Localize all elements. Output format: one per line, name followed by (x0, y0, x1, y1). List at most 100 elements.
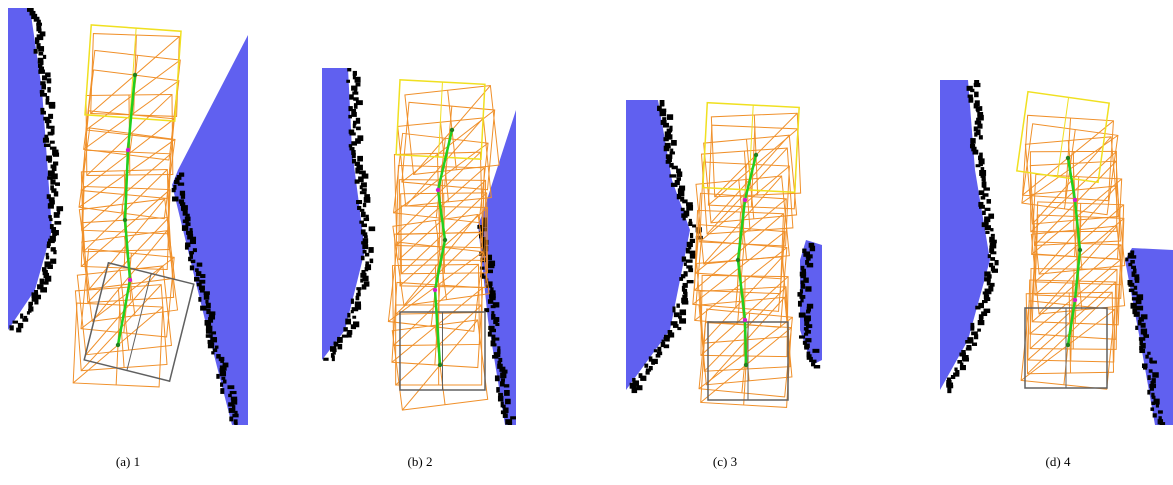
scan-point (190, 254, 193, 259)
scan-point (1158, 419, 1163, 424)
scan-point (799, 313, 806, 318)
scan-point (1153, 399, 1159, 405)
scan-point (54, 221, 61, 225)
scan-point (50, 141, 55, 144)
scan-point (654, 349, 657, 352)
scan-point (646, 371, 650, 375)
scan-point (671, 140, 677, 146)
scan-point (34, 299, 38, 304)
scan-point (45, 276, 51, 282)
waypoint (1078, 248, 1082, 252)
scan-point (46, 99, 50, 105)
scan-point (22, 318, 28, 322)
scan-point (54, 212, 60, 218)
scan-point (688, 268, 693, 272)
scan-point (47, 87, 50, 92)
scan-point (195, 268, 199, 272)
scan-point (50, 147, 57, 150)
scan-point (970, 326, 974, 331)
scan-point (199, 280, 205, 284)
scan-point (498, 393, 503, 397)
scan-point (185, 217, 191, 222)
scan-point (47, 176, 53, 179)
scan-point (205, 300, 208, 304)
scan-point (1159, 425, 1164, 428)
scan-point (359, 221, 364, 224)
scan-point (1128, 253, 1134, 259)
scan-point (172, 196, 178, 201)
scan-point (356, 287, 361, 290)
scan-point (360, 209, 365, 212)
scan-point (799, 335, 805, 338)
scan-point (965, 340, 972, 344)
scan-point (690, 254, 696, 259)
scan-point (1133, 269, 1137, 274)
scan-point (497, 346, 500, 351)
caption: (a) 1 (116, 454, 140, 469)
map (8, 8, 248, 430)
scan-point (9, 325, 13, 330)
scan-point (632, 388, 638, 393)
scan-point (805, 286, 811, 291)
scan-point (804, 321, 809, 326)
scan-point (352, 91, 358, 94)
scan-point (982, 211, 986, 215)
scan-point (805, 338, 811, 342)
scan-point (362, 284, 367, 289)
waypoint (1073, 298, 1077, 302)
scan-point (803, 278, 809, 283)
scan-point (36, 23, 42, 26)
scan-point (179, 199, 184, 203)
scan-point (812, 360, 816, 363)
waypoint (744, 363, 748, 367)
scan-point (364, 235, 368, 238)
scan-point (1130, 260, 1135, 264)
scan-point (43, 55, 46, 59)
scan-point (951, 375, 955, 379)
figure: (a) 1 (b) 2 (c) 3 (d) 4 (0, 0, 1173, 485)
scan-point (664, 344, 669, 348)
scan-point (986, 199, 991, 204)
scan-point (34, 49, 38, 54)
scan-point (360, 279, 363, 283)
scan-point (362, 188, 367, 191)
scan-point (492, 335, 496, 341)
scan-point (1153, 413, 1157, 417)
scan-point (1135, 326, 1138, 330)
scan-point (53, 153, 59, 157)
waypoint (754, 153, 758, 157)
scan-point (968, 97, 973, 102)
scan-point (53, 250, 56, 254)
waypoint (450, 128, 454, 132)
scan-point (488, 255, 492, 261)
scan-point (215, 346, 219, 349)
scan-point (356, 200, 362, 204)
scan-point (488, 332, 492, 337)
waypoint (443, 238, 447, 242)
scan-point (1139, 340, 1143, 346)
scan-point (352, 153, 356, 158)
scan-point (682, 301, 689, 305)
scan-point (1158, 410, 1163, 413)
waypoint (126, 148, 130, 152)
scan-point (976, 109, 980, 112)
scan-point (981, 196, 986, 199)
scan-point (211, 331, 216, 334)
scan-point (353, 124, 356, 129)
scan-point (48, 159, 52, 163)
scan-point (984, 208, 990, 211)
waypoint (128, 278, 132, 282)
scan-point (13, 321, 19, 324)
scan-point (991, 234, 995, 237)
scan-point (361, 256, 365, 261)
scan-point (982, 300, 988, 303)
scan-point (48, 203, 54, 208)
waypoint (743, 198, 747, 202)
scan-point (362, 244, 368, 249)
scan-point (189, 228, 192, 231)
scan-point (505, 419, 512, 424)
scan-point (49, 105, 55, 109)
scan-point (357, 156, 363, 162)
scan-point (200, 306, 206, 311)
scan-point (182, 225, 188, 231)
